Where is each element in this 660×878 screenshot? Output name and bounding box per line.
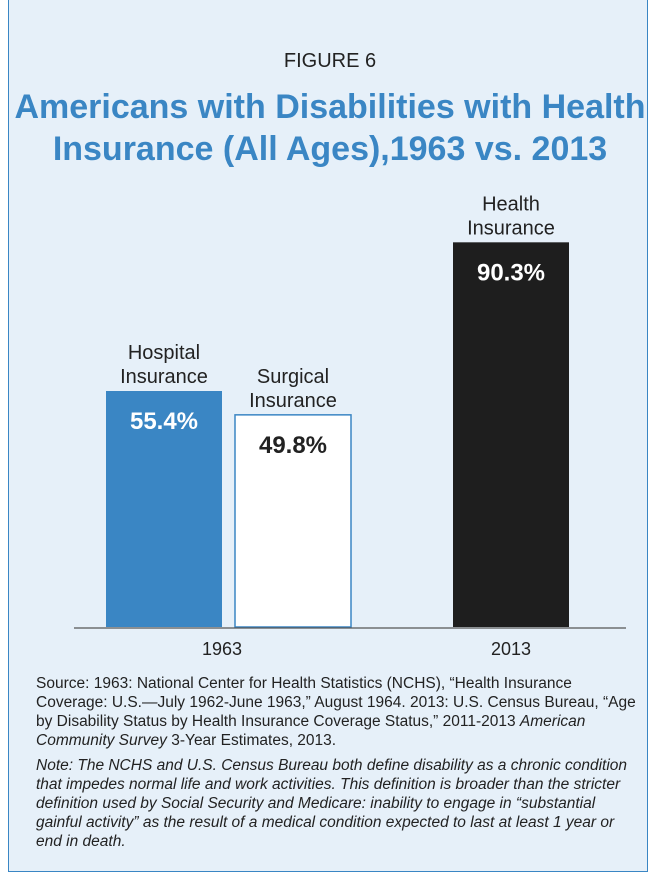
bar-value-label-0: 55.4% bbox=[130, 408, 198, 435]
x-tick-label-0: 1963 bbox=[202, 639, 242, 659]
chart-title: Americans with Disabilities with Health … bbox=[0, 86, 660, 170]
bar-series-label-1-line-1: Insurance bbox=[249, 390, 337, 412]
source-part-1: Source: 1963: National Center for Health… bbox=[36, 675, 636, 730]
source-part-2: 3-Year Estimates, 2013. bbox=[166, 732, 337, 749]
bar-series-label-1-line-0: Surgical bbox=[257, 366, 329, 388]
bar-value-label-1: 49.8% bbox=[259, 432, 327, 459]
bar-series-label-2-line-1: Insurance bbox=[467, 217, 555, 239]
bar-value-label-2: 90.3% bbox=[477, 259, 545, 286]
figure-label: FIGURE 6 bbox=[283, 50, 377, 72]
bar-1 bbox=[234, 414, 352, 628]
x-tick-label-1: 2013 bbox=[491, 639, 531, 659]
note-text: Note: The NCHS and U.S. Census Bureau bo… bbox=[36, 757, 628, 850]
bar-series-label-0-line-1: Insurance bbox=[120, 366, 208, 388]
source-text: Source: 1963: National Center for Health… bbox=[36, 674, 636, 750]
chart-title-line-2: Insurance (All Ages),1963 vs. 2013 bbox=[52, 130, 608, 168]
bar-series-label-0-line-0: Hospital bbox=[128, 342, 200, 364]
bar-series-label-2-line-0: Health bbox=[482, 193, 540, 215]
source-italic: American Community Survey bbox=[36, 713, 586, 749]
chart-title-line-1: Americans with Disabilities with Health bbox=[14, 88, 646, 126]
bar-0 bbox=[106, 390, 222, 627]
bar-chart: 55.4%HospitalInsurance49.8%SurgicalInsur… bbox=[74, 193, 626, 659]
bar-2 bbox=[453, 242, 569, 627]
